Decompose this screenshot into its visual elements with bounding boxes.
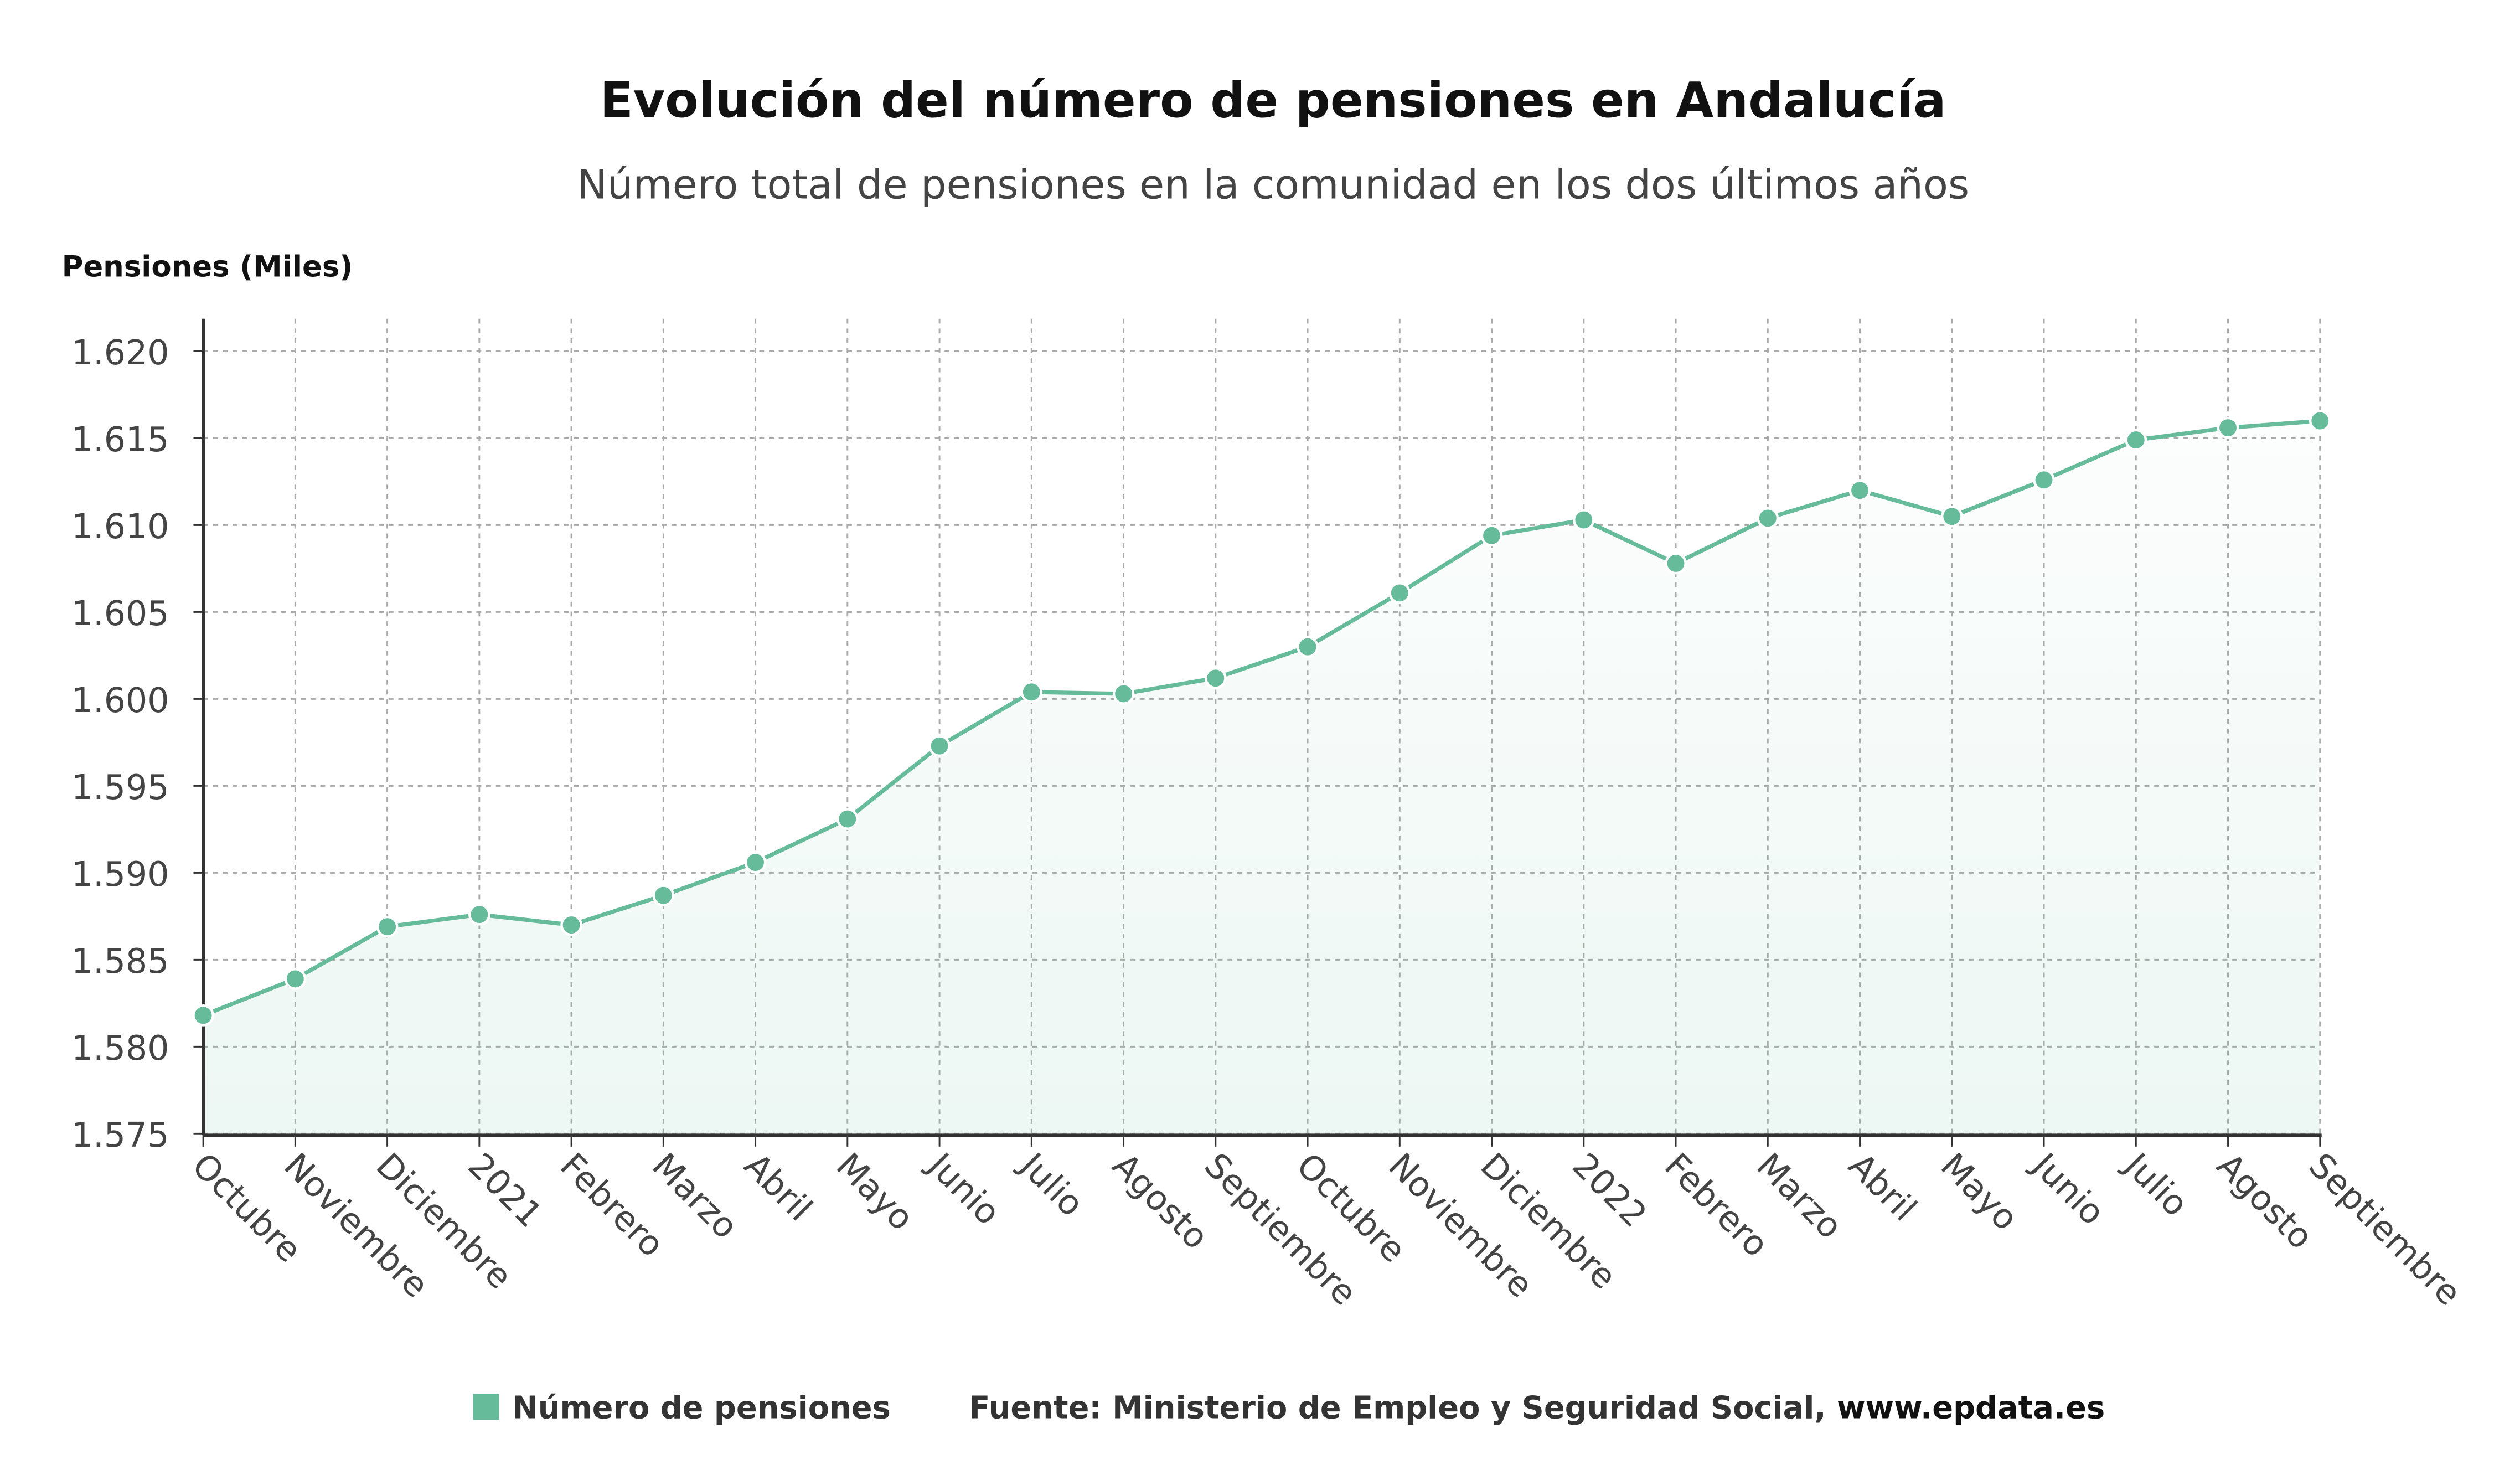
x-tick-label: Agosto [1104,1146,1216,1257]
data-point [1757,507,1779,529]
legend-swatch [473,1394,499,1420]
y-axis-label: Pensiones (Miles) [62,250,353,283]
data-point [468,903,490,926]
source-text: Fuente: Ministerio de Empleo y Seguridad… [969,1390,2105,1426]
chart-title: Evolución del número de pensiones en And… [600,71,1946,128]
series-points [192,410,2331,1027]
y-tick-label: 1.615 [71,420,169,460]
chart-subtitle: Número total de pensiones en la comunida… [577,161,1969,208]
y-tick-label: 1.580 [71,1028,169,1068]
legend-label: Número de pensiones [512,1390,891,1426]
y-tick-label: 1.575 [71,1115,169,1155]
data-point [1848,479,1871,502]
data-point [1572,509,1595,531]
series-area [203,421,2320,1134]
data-point [560,914,582,936]
x-tick-label: Junio [2023,1144,2113,1233]
data-point [2309,410,2331,432]
data-point [836,808,859,830]
x-tick-label: Septiembre [2301,1146,2469,1313]
y-tick-label: 1.590 [71,854,169,894]
data-point [1665,552,1687,575]
y-tick-label: 1.595 [71,767,169,807]
data-point [284,968,307,990]
x-tick-label: Mayo [829,1146,922,1239]
data-point [1020,681,1043,703]
x-tick-label: Agosto [2209,1146,2321,1257]
legend: Número de pensiones Fuente: Ministerio d… [473,1390,2105,1426]
source-label: Fuente: Ministerio de Empleo y Seguridad… [969,1390,1837,1426]
data-point [1204,667,1227,689]
data-point [1112,683,1135,705]
y-tick-label: 1.620 [71,333,169,373]
x-tick-label: Mayo [1933,1146,2026,1239]
y-tick-label: 1.605 [71,594,169,633]
source-site: www.epdata.es [1837,1390,2105,1426]
data-point [2217,416,2239,439]
x-tick-label: Julio [2115,1144,2196,1224]
y-tick-label: 1.600 [71,680,169,720]
y-tick-label: 1.585 [71,941,169,981]
y-ticks: 1.575 1.580 1.585 1.590 1.595 1.600 1.605 1.610… [71,333,204,1155]
x-tick-label: 2022 [1565,1146,1655,1235]
x-tick-label: Abril [736,1146,820,1229]
y-tick-label: 1.610 [71,507,169,546]
data-point [376,915,399,938]
data-point [2033,468,2055,491]
x-tick-label: Junio [919,1144,1008,1233]
data-point [1297,636,1319,658]
data-point [192,1004,214,1027]
data-point [1940,505,1963,528]
x-tick-label: Julio [1011,1144,1091,1224]
data-point [652,884,675,907]
series-line [202,419,2321,1018]
data-point [1388,582,1411,604]
x-tick-label: Abril [1841,1146,1924,1229]
data-point [744,851,767,874]
data-point [2125,429,2147,451]
data-point [928,735,951,757]
data-point [1480,524,1503,547]
x-tick-label: 2021 [461,1146,550,1235]
